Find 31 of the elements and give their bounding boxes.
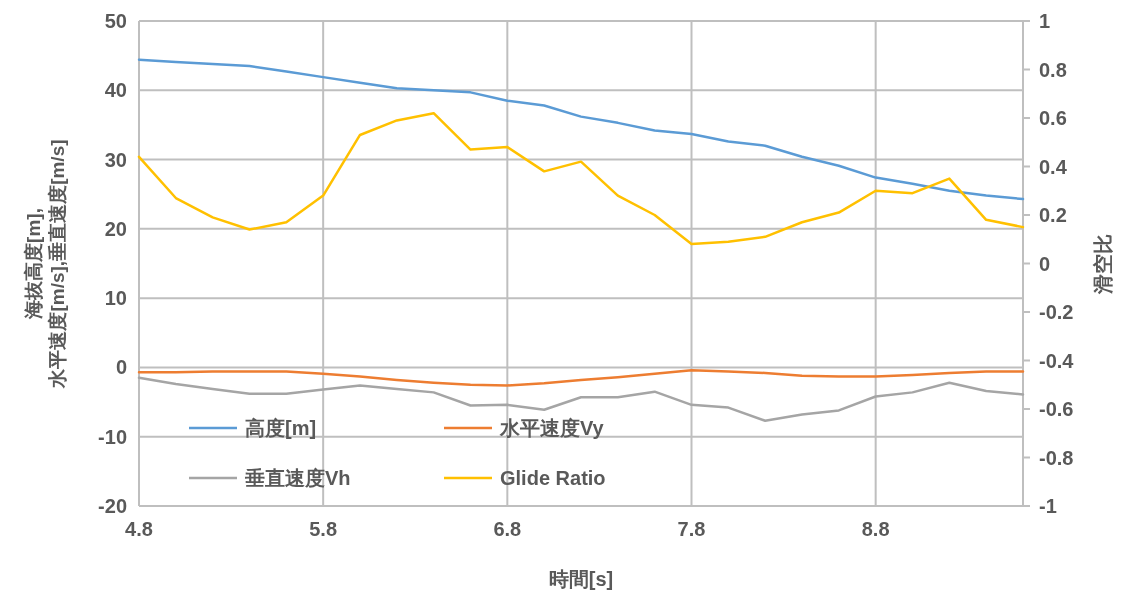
- y-axis-title: 海抜高度[m], 水平速度[m/s],垂直速度[m/s]: [23, 139, 68, 389]
- y2-tick-label: 0.8: [1039, 58, 1067, 81]
- y2-tick-label: -1: [1039, 495, 1057, 517]
- y2-tick-label: 0.4: [1039, 155, 1068, 178]
- y-tick-label: -10: [98, 425, 127, 448]
- x-axis-title: 時間[s]: [548, 568, 614, 590]
- x-tick-label: 8.8: [861, 518, 890, 540]
- y-tick-label: 30: [104, 148, 127, 171]
- legend-label: 水平速度Vy: [499, 417, 605, 439]
- y2-tick-label: 0.2: [1039, 204, 1067, 226]
- x-tick-label: 4.8: [125, 518, 153, 540]
- y-tick-label: 40: [104, 79, 127, 102]
- y2-tick-label: 1: [1039, 10, 1051, 32]
- y-tick-label: -20: [98, 495, 127, 517]
- legend-label: Glide Ratio: [500, 467, 606, 489]
- y-tick-label: 20: [104, 217, 127, 240]
- y-tick-label: 0: [115, 356, 127, 379]
- y2-tick-label: -0.8: [1039, 446, 1074, 469]
- y2-axis-title: 滑空比: [1092, 233, 1114, 295]
- y-tick-label: 10: [104, 287, 127, 310]
- legend-label: 垂直速度Vh: [244, 467, 351, 489]
- y2-tick-label: 0.6: [1039, 107, 1067, 129]
- x-tick-label: 6.8: [493, 518, 522, 540]
- legend-label: 高度[m]: [245, 417, 317, 439]
- y2-tick-label: -0.4: [1039, 349, 1075, 372]
- y2-tick-label: -0.2: [1039, 301, 1074, 323]
- x-tick-label: 5.8: [309, 518, 338, 540]
- y-tick-label: 50: [104, 10, 127, 32]
- y2-tick-label: -0.6: [1039, 398, 1074, 420]
- x-tick-label: 7.8: [677, 518, 706, 540]
- y2-tick-label: 0: [1039, 252, 1051, 275]
